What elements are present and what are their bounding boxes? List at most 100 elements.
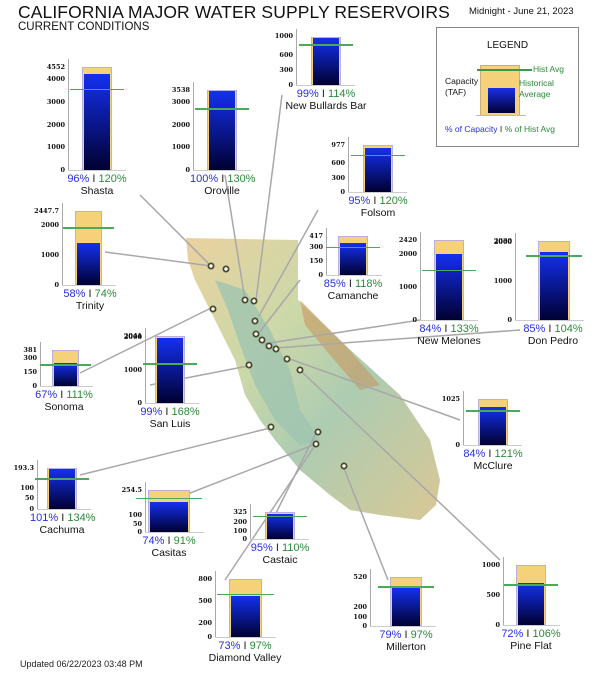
y-axis: [296, 29, 297, 85]
capacity-tick: 417: [309, 232, 323, 240]
y-tick: 0: [185, 166, 190, 174]
pct-capacity: 99%: [140, 406, 163, 418]
pct-hist-avg: 120%: [379, 195, 408, 207]
pct-hist-avg: 97%: [410, 629, 433, 641]
y-tick: 1000: [46, 143, 65, 152]
y-tick: 2000: [493, 238, 512, 247]
pct-capacity: 72%: [501, 628, 524, 640]
y-tick: 300: [309, 242, 323, 251]
hist-avg-line: [63, 227, 114, 229]
y-tick: 0: [32, 382, 37, 390]
separator: I: [373, 195, 377, 207]
separator: I: [321, 88, 325, 100]
separator: I: [548, 323, 552, 335]
y-tick: 1000: [274, 31, 293, 40]
capacity-tick: 1000: [481, 561, 500, 569]
y-tick: 100: [353, 612, 367, 621]
y-tick: 100: [20, 483, 34, 492]
y-tick: 1000: [171, 143, 190, 152]
percent-labels: 79% I 97%: [374, 629, 438, 641]
y-axis: [348, 137, 349, 192]
x-axis: [62, 285, 116, 286]
pct-hist-avg: 134%: [67, 512, 96, 524]
hist-avg-line: [136, 497, 202, 500]
separator: I: [167, 535, 171, 547]
percent-labels: 67% I 111%: [32, 389, 96, 401]
reservoir-name: Cachuma: [39, 524, 85, 536]
pct-hist-avg: 114%: [327, 88, 356, 100]
x-axis: [250, 539, 309, 540]
pct-capacity: 67%: [35, 389, 58, 401]
page-subtitle: CURRENT CONDITIONS: [18, 21, 150, 33]
capacity-tick: 4552: [46, 63, 65, 71]
x-axis: [463, 445, 522, 446]
y-tick: 0: [207, 633, 212, 641]
storage-bar: [436, 253, 462, 320]
capacity-tick: 381: [23, 346, 37, 354]
y-tick: 3000: [46, 98, 65, 107]
storage-bar: [150, 501, 188, 532]
legend-hist-avg-label: Hist Avg: [533, 64, 565, 74]
separator: I: [165, 406, 169, 418]
y-tick: 200: [198, 618, 212, 627]
separator: I: [404, 629, 408, 641]
separator: I: [444, 323, 448, 335]
x-axis: [420, 320, 478, 321]
legend-hist-avg-line: [477, 69, 532, 71]
percent-labels: 100% I 130%: [190, 173, 255, 185]
hist-avg-line: [422, 269, 476, 272]
y-tick: 1000: [40, 250, 59, 259]
x-axis: [503, 625, 560, 626]
capacity-tick: 800: [198, 575, 212, 583]
percent-labels: 95% I 120%: [346, 195, 410, 207]
storage-bar: [77, 243, 100, 285]
percent-labels: 84% I 121%: [461, 448, 525, 460]
updated-timestamp: Updated 06/22/2023 03:48 PM: [20, 659, 143, 669]
percent-labels: 58% I 74%: [58, 288, 122, 300]
pct-hist-avg: 74%: [94, 288, 117, 300]
storage-bar: [157, 337, 183, 403]
y-axis: [37, 460, 38, 509]
y-axis: [515, 233, 516, 320]
y-tick: 0: [29, 505, 34, 513]
pct-hist-avg: 168%: [171, 406, 200, 418]
y-tick: 100: [233, 526, 247, 535]
y-tick: 2000: [46, 120, 65, 129]
y-tick: 0: [137, 399, 142, 407]
x-axis: [215, 637, 276, 638]
capacity-tick: 977: [331, 141, 345, 149]
capacity-tick: 325: [233, 508, 247, 516]
y-axis: [250, 504, 251, 539]
hist-avg-line: [299, 44, 353, 46]
storage-bar: [209, 91, 235, 170]
hist-avg-line: [466, 410, 520, 412]
separator: I: [221, 173, 225, 185]
pct-hist-avg: 91%: [173, 535, 196, 547]
pct-capacity: 74%: [142, 535, 165, 547]
y-axis: [503, 557, 504, 625]
hist-avg-line: [40, 364, 91, 366]
y-axis: [326, 228, 327, 275]
percent-labels: 84% I 133%: [417, 323, 481, 335]
percent-labels: 72% I 106%: [499, 628, 563, 640]
reservoir-name: Don Pedro: [527, 335, 579, 347]
separator: I: [243, 640, 247, 652]
legend-capacity-label: Capacity (TAF): [445, 76, 479, 97]
storage-bar: [54, 362, 77, 386]
pct-capacity: 85%: [323, 278, 346, 290]
separator: I: [348, 278, 352, 290]
percent-labels: 101% I 134%: [30, 512, 96, 524]
y-tick: 1000: [493, 277, 512, 286]
pct-capacity: 84%: [419, 323, 442, 335]
hist-avg-line: [143, 363, 197, 365]
hist-avg-line: [35, 478, 89, 480]
pct-capacity: 101%: [30, 512, 59, 524]
y-tick: 0: [54, 281, 59, 289]
y-tick: 100: [128, 511, 142, 520]
separator: I: [92, 173, 96, 185]
x-axis: [68, 170, 126, 171]
hist-avg-line: [504, 584, 558, 586]
x-axis: [348, 192, 407, 193]
percent-labels: 73% I 97%: [213, 640, 277, 652]
reservoir-name: Camanche: [327, 290, 379, 302]
